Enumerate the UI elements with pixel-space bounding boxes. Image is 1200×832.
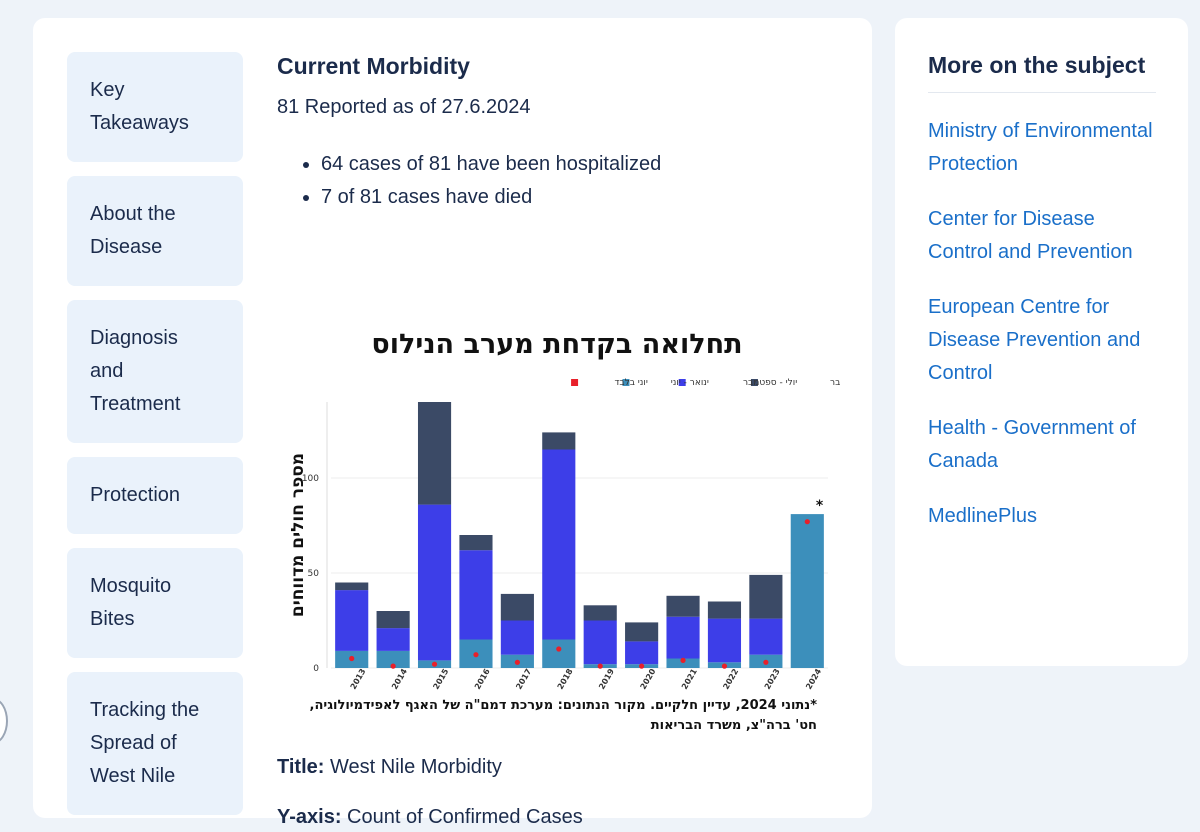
dot — [514, 659, 520, 665]
bullet-list: 64 cases of 81 have been hospitalized 7 … — [277, 148, 857, 214]
bar-segment — [376, 628, 410, 651]
heading: Current Morbidity — [277, 53, 470, 79]
bar-segment — [666, 616, 700, 659]
sidebar-link[interactable]: Health - Government of Canada — [928, 417, 1136, 472]
bar-segment — [749, 574, 783, 619]
bar-segment — [335, 590, 369, 651]
legend-label: אוקטובר - דצמבר — [830, 378, 840, 388]
bar-segment — [625, 622, 659, 642]
sidebar-link[interactable]: MedlinePlus — [928, 505, 1037, 527]
chart-image: תחלואה בקדחת מערב הנילוס מספר חולים מדווח… — [277, 313, 840, 743]
chart: תחלואה בקדחת מערב הנילוס מספר חולים מדווח… — [288, 329, 840, 691]
detail-text: Count of Confirmed Cases — [347, 806, 583, 828]
bar-segment — [666, 658, 700, 668]
legend-swatch — [571, 379, 579, 386]
subheading: 81 Reported as of 27.6.2024 — [277, 96, 531, 118]
bar-segment — [417, 504, 452, 661]
scroll-handle[interactable] — [0, 698, 8, 744]
bar-segment — [417, 402, 452, 505]
legend-label: יולי - ספטמבר — [743, 378, 797, 388]
x-tick-label: 2018 — [556, 667, 575, 691]
legend-label: ינואר - יוני — [671, 378, 709, 388]
content: Current Morbidity 81 Reported as of 27.6… — [277, 50, 857, 828]
dot — [639, 663, 645, 669]
dot — [349, 655, 355, 662]
bar-segment — [790, 514, 824, 668]
nav-item[interactable]: About the Disease — [67, 176, 243, 286]
dot — [473, 652, 479, 658]
y-tick-label: 0 — [313, 664, 319, 674]
dot — [680, 657, 686, 663]
x-tick-label: 2024 — [804, 667, 823, 691]
bar-segment — [707, 601, 742, 619]
x-tick-label: 2023 — [763, 667, 782, 691]
bar-segment — [542, 432, 576, 450]
nav-item[interactable]: Protection — [67, 457, 243, 534]
chart-title: תחלואה בקדחת מערב הנילוס — [371, 329, 742, 360]
annotation: * — [816, 498, 824, 514]
bar-segment — [542, 639, 576, 668]
chart-note: *נתוני 2024, עדיין חלקיים. מקור הנתונים:… — [309, 698, 818, 733]
x-tick-label: 2022 — [721, 667, 740, 691]
bar-segment — [459, 550, 493, 640]
x-tick-label: 2015 — [431, 667, 450, 691]
dot — [804, 519, 810, 525]
x-tick-label: 2019 — [597, 667, 616, 691]
x-tick-label: 2014 — [390, 667, 409, 691]
nav-item[interactable]: Tracking the Spread of West Nile — [67, 672, 243, 815]
sidebar-link[interactable]: Center for Disease Control and Preventio… — [928, 208, 1133, 263]
sidebar-title: More on the subject — [928, 50, 1156, 93]
main-card: Key Takeaways About the Disease Diagnosis … — [33, 18, 872, 828]
sidebar: More on the subject Ministry of Environm… — [928, 50, 1156, 533]
legend-swatch — [622, 379, 630, 386]
y-axis-label: מספר חולים מדווחים — [288, 453, 308, 617]
y-tick-label: 50 — [308, 569, 320, 579]
bar-segment — [500, 593, 534, 621]
nav-item[interactable]: Diagnosis and Treatment — [67, 300, 243, 443]
x-tick-label: 2020 — [639, 667, 658, 691]
bar-segment — [500, 620, 534, 655]
bar-segment — [583, 605, 617, 621]
legend-swatch — [750, 379, 758, 386]
x-tick-label: 2016 — [473, 667, 492, 691]
detail-label: Y-axis: — [277, 806, 342, 828]
dot — [597, 663, 603, 669]
dot — [431, 661, 438, 667]
bar-segment — [376, 611, 410, 629]
bar-segment — [459, 535, 493, 551]
sidebar-card: More on the subject Ministry of Environm… — [895, 18, 1188, 666]
link-list: Ministry of Environmental Protection Cent… — [928, 115, 1156, 533]
bullet: 64 cases of 81 have been hospitalized — [321, 148, 857, 181]
bar-segment — [666, 595, 700, 617]
nav-item[interactable]: Mosquito Bites — [67, 548, 243, 658]
dot — [763, 659, 769, 665]
dot — [556, 646, 562, 652]
bar-segment — [583, 620, 617, 665]
bar-segment — [376, 650, 410, 668]
detail: Y-axis: Count of Confirmed Cases — [277, 802, 583, 832]
bullet: 7 of 81 cases have died — [321, 181, 857, 214]
bar-segment — [749, 618, 783, 655]
side-nav: Key Takeaways About the Disease Diagnosis … — [67, 52, 243, 815]
x-tick-label: 2017 — [514, 667, 533, 691]
legend-label: יוני בלבד — [614, 378, 647, 388]
bar-segment — [335, 582, 369, 591]
bar-segment — [542, 449, 576, 640]
legend-swatch — [678, 379, 686, 386]
detail-label: Title: — [277, 756, 325, 778]
nav-item[interactable]: Key Takeaways — [67, 52, 243, 162]
x-tick-label: 2013 — [349, 667, 368, 691]
x-tick-label: 2021 — [680, 667, 699, 691]
dot — [390, 663, 396, 669]
bar-segment — [707, 618, 742, 663]
bar-segment — [625, 641, 659, 665]
dot — [721, 663, 728, 669]
detail-text: West Nile Morbidity — [329, 756, 502, 778]
sidebar-link[interactable]: Ministry of Environmental Protection — [928, 120, 1153, 175]
y-tick-label: 100 — [302, 474, 319, 484]
page: Key Takeaways About the Disease Diagnosis … — [0, 0, 1200, 800]
sidebar-link[interactable]: European Centre for Disease Prevention a… — [928, 296, 1141, 384]
detail: Title: West Nile Morbidity — [277, 752, 502, 782]
